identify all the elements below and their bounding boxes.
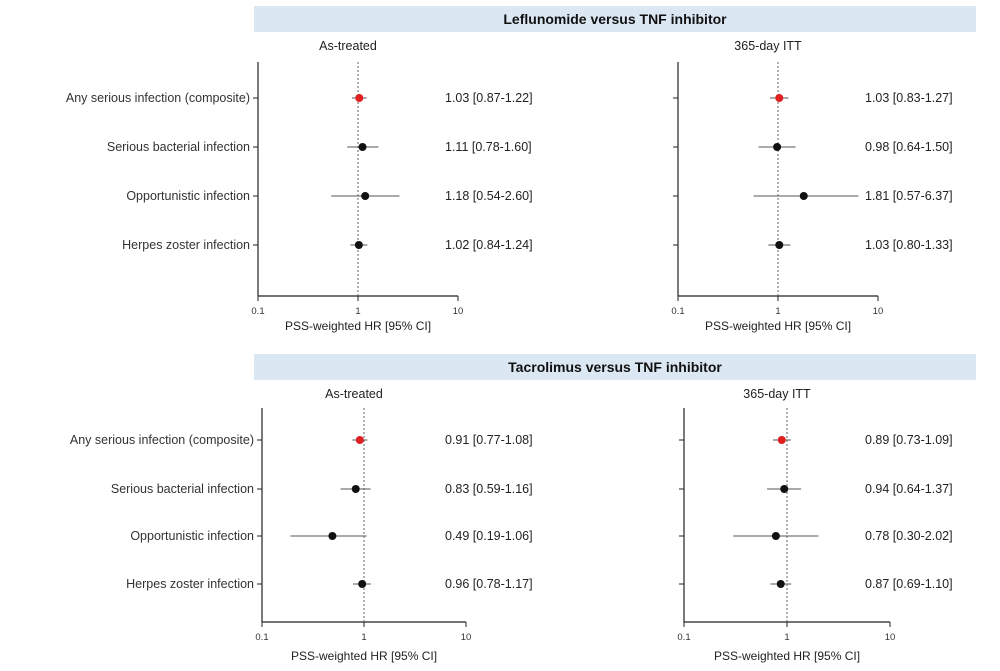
row-label-opportunistic-infection: Opportunistic infection xyxy=(130,529,254,543)
estimate-label: 1.03 [0.83-1.27] xyxy=(865,91,953,105)
x-tick-label: 1 xyxy=(775,306,780,317)
estimate-label: 0.87 [0.69-1.10] xyxy=(865,577,953,591)
point-estimate xyxy=(361,192,370,200)
banner-tacrolimus-text: Tacrolimus versus TNF inhibitor xyxy=(508,359,722,375)
estimate-label: 1.02 [0.84-1.24] xyxy=(445,238,533,252)
point-estimate xyxy=(355,94,364,102)
point-estimate xyxy=(355,436,364,444)
point-estimate xyxy=(328,532,337,540)
estimate-label: 0.49 [0.19-1.06] xyxy=(445,529,533,543)
row-label-opportunistic-infection: Opportunistic infection xyxy=(126,189,250,203)
estimate-label: 1.81 [0.57-6.37] xyxy=(865,189,953,203)
estimate-label: 0.98 [0.64-1.50] xyxy=(865,140,953,154)
panel-tacrolimus-as-treated: As-treated 0.1 1 10 PSS-weighted HR [95% CI]… xyxy=(70,387,533,663)
x-tick-label: 10 xyxy=(885,632,896,643)
x-tick-label: 0.1 xyxy=(677,632,690,643)
x-tick-label: 1 xyxy=(361,632,366,643)
estimate-label: 0.83 [0.59-1.16] xyxy=(445,482,533,496)
estimate-label: 0.78 [0.30-2.02] xyxy=(865,529,953,543)
x-tick-label: 1 xyxy=(784,632,789,643)
point-estimate xyxy=(775,94,784,102)
banner-leflunomide-text: Leflunomide versus TNF inhibitor xyxy=(503,11,727,27)
row-label-any-serious-infection-composite: Any serious infection (composite) xyxy=(70,433,254,447)
point-estimate xyxy=(776,580,785,588)
x-tick-label: 0.1 xyxy=(251,306,264,317)
panel-title: As-treated xyxy=(319,39,377,53)
point-estimate xyxy=(354,241,363,249)
x-axis-title: PSS-weighted HR [95% CI] xyxy=(714,649,860,663)
x-tick-label: 0.1 xyxy=(671,306,684,317)
x-tick-label: 10 xyxy=(873,306,884,317)
point-estimate xyxy=(771,532,780,540)
row-label-herpes-zoster-infection: Herpes zoster infection xyxy=(122,238,250,252)
x-axis-title: PSS-weighted HR [95% CI] xyxy=(705,319,851,333)
estimate-label: 0.91 [0.77-1.08] xyxy=(445,433,533,447)
row-label-herpes-zoster-infection: Herpes zoster infection xyxy=(126,577,254,591)
estimate-label: 0.89 [0.73-1.09] xyxy=(865,433,953,447)
estimate-label: 1.11 [0.78-1.60] xyxy=(445,140,532,154)
point-estimate xyxy=(773,143,782,151)
x-tick-label: 10 xyxy=(461,632,472,643)
row-label-any-serious-infection-composite: Any serious infection (composite) xyxy=(66,91,250,105)
estimate-label: 1.18 [0.54-2.60] xyxy=(445,189,533,203)
panel-title: 365-day ITT xyxy=(743,387,811,401)
point-estimate xyxy=(358,580,367,588)
point-estimate xyxy=(799,192,808,200)
banner-tacrolimus: Tacrolimus versus TNF inhibitor xyxy=(254,354,976,380)
estimate-label: 0.94 [0.64-1.37] xyxy=(865,482,953,496)
point-estimate xyxy=(777,436,786,444)
banner-leflunomide: Leflunomide versus TNF inhibitor xyxy=(254,6,976,32)
estimate-label: 1.03 [0.80-1.33] xyxy=(865,238,953,252)
row-label-serious-bacterial-infection: Serious bacterial infection xyxy=(111,482,254,496)
estimate-label: 0.96 [0.78-1.17] xyxy=(445,577,533,591)
point-estimate xyxy=(358,143,367,151)
x-tick-label: 10 xyxy=(453,306,464,317)
panel-tacrolimus-365-day-itt: 365-day ITT 0.1 1 10 PSS-weighted HR [95% CI… xyxy=(677,387,952,663)
x-axis-title: PSS-weighted HR [95% CI] xyxy=(291,649,437,663)
point-estimate xyxy=(351,485,360,493)
point-estimate xyxy=(775,241,784,249)
panel-leflunomide-365-day-itt: 365-day ITT 0.1 1 10 PSS-weighted HR [95% CI… xyxy=(671,39,952,333)
x-tick-label: 0.1 xyxy=(255,632,268,643)
x-axis-title: PSS-weighted HR [95% CI] xyxy=(285,319,431,333)
panel-leflunomide-as-treated: As-treated 0.1 1 10 PSS-weighted HR [95% CI]… xyxy=(66,39,533,333)
point-estimate xyxy=(780,485,789,493)
x-tick-label: 1 xyxy=(355,306,360,317)
row-label-serious-bacterial-infection: Serious bacterial infection xyxy=(107,140,250,154)
estimate-label: 1.03 [0.87-1.22] xyxy=(445,91,533,105)
panel-title: 365-day ITT xyxy=(734,39,802,53)
panel-title: As-treated xyxy=(325,387,383,401)
